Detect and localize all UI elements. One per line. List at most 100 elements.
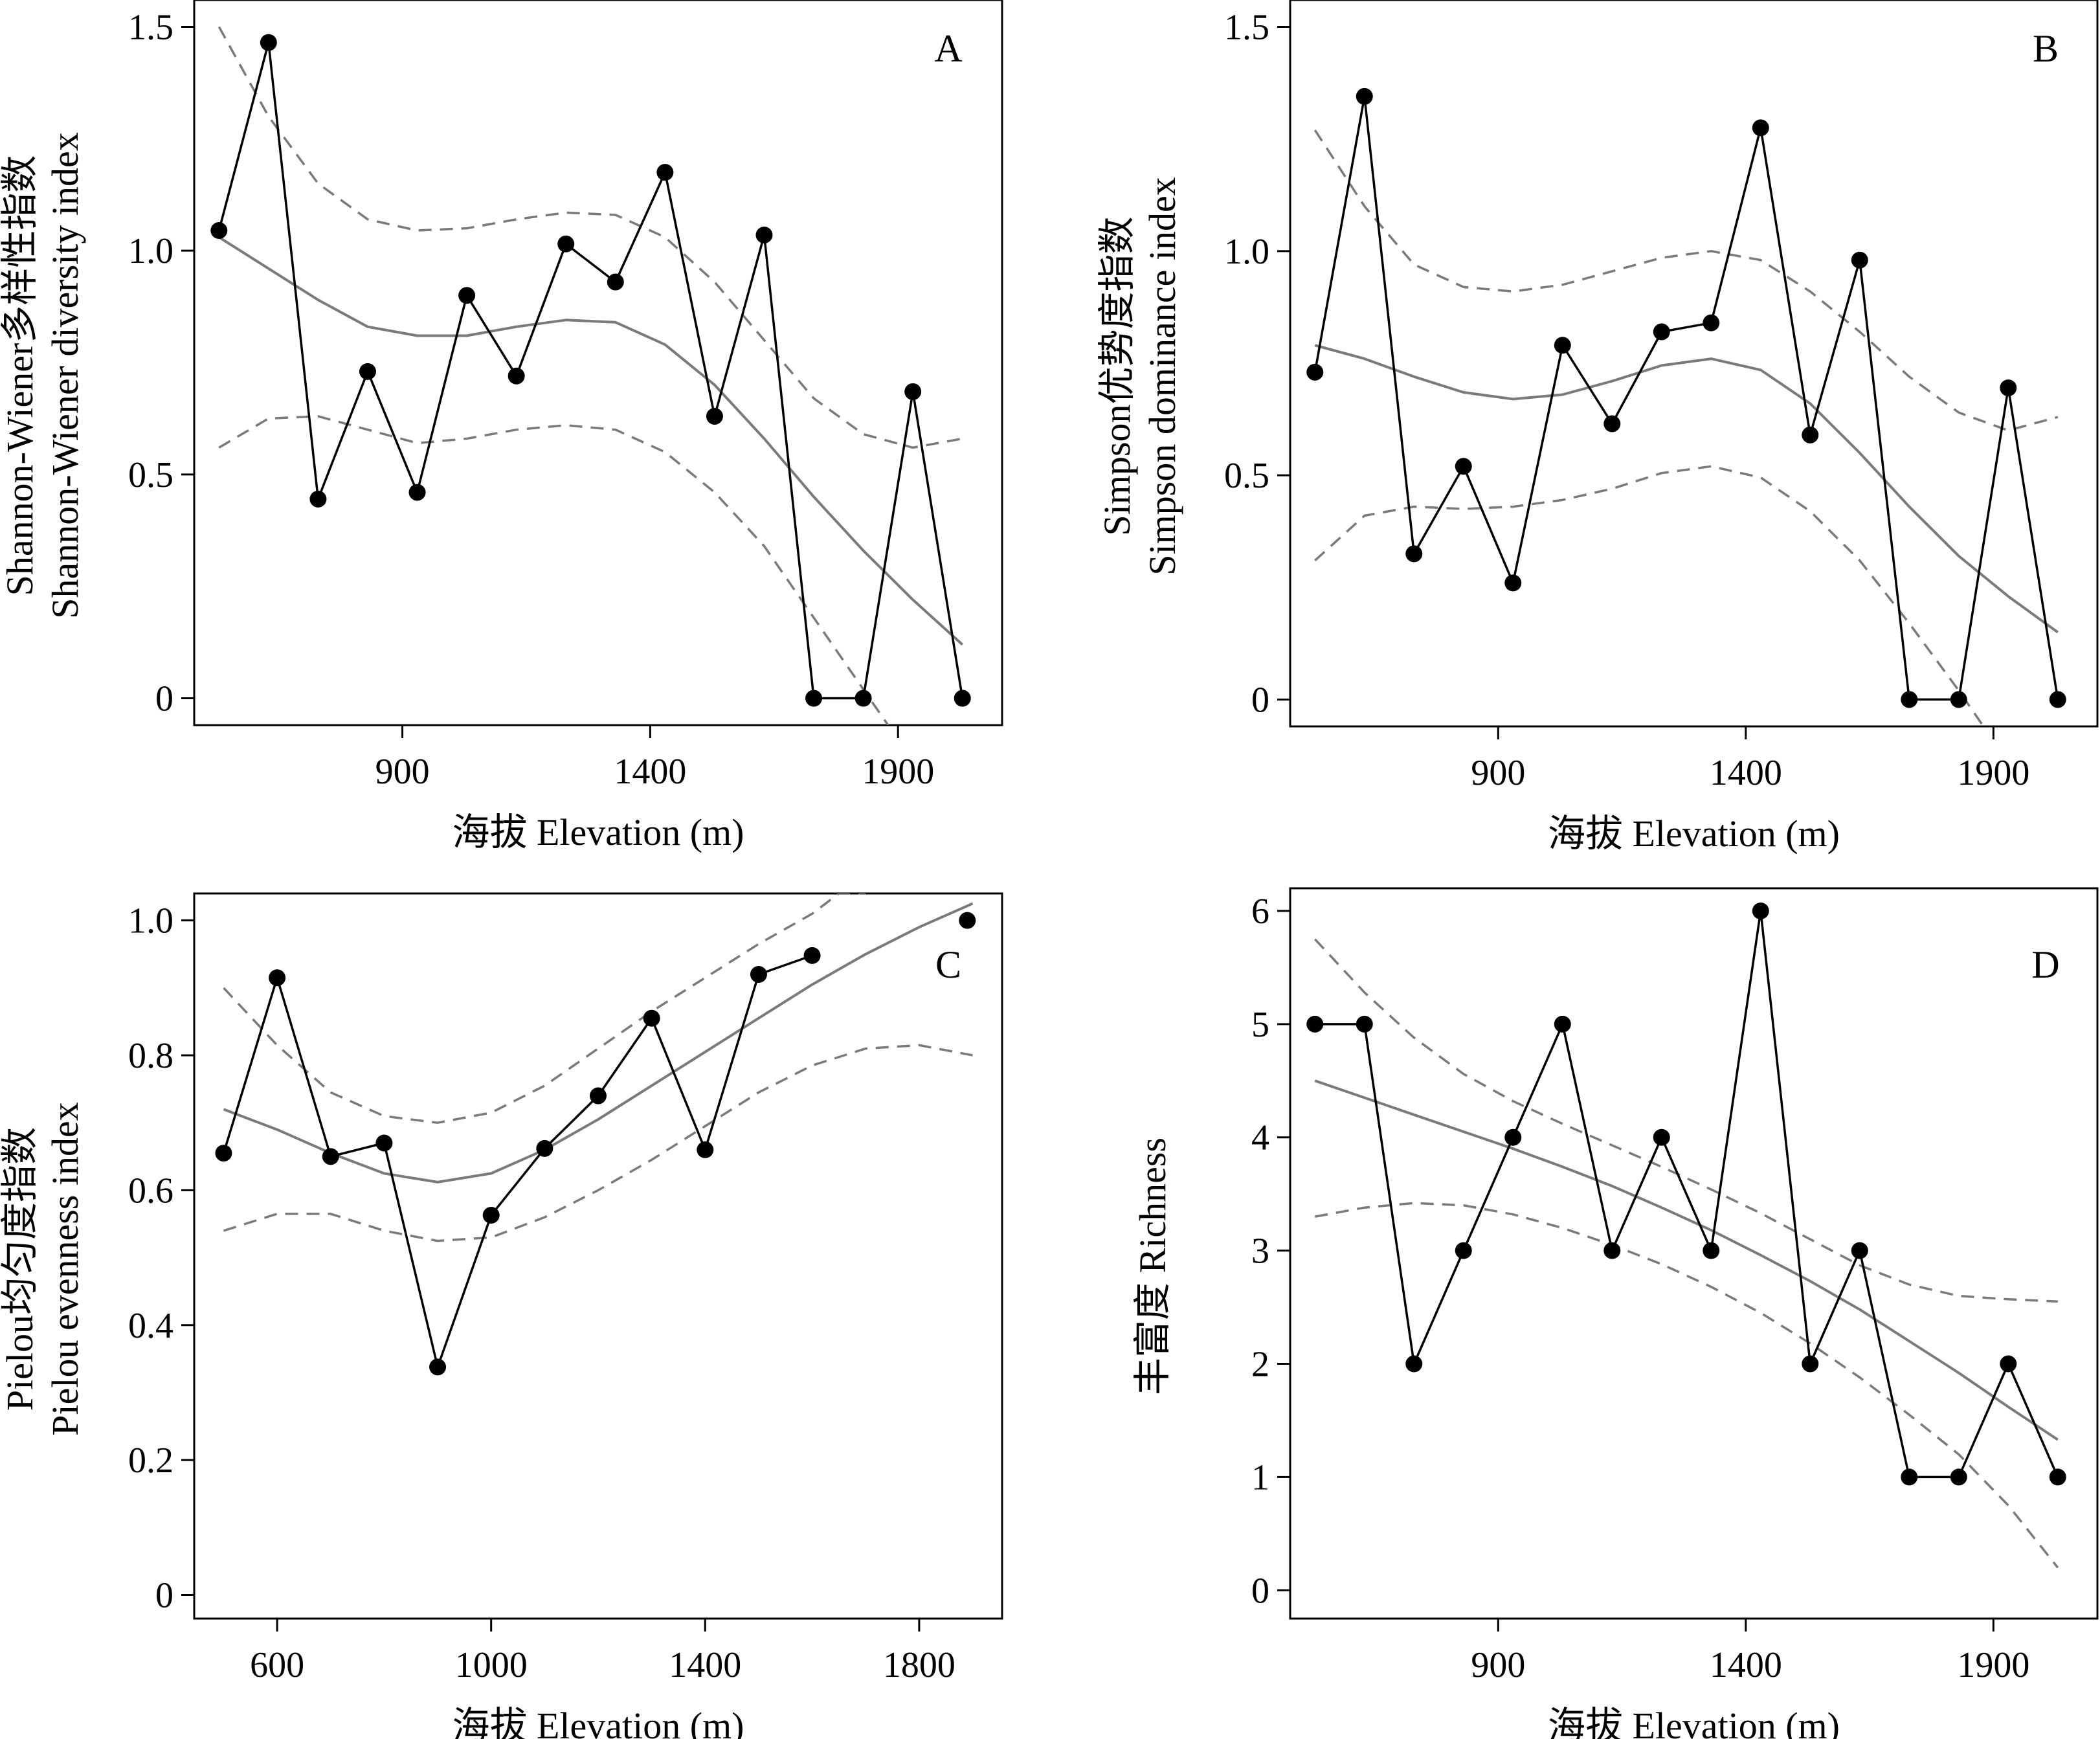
data-point [1356,87,1373,105]
data-point [322,1148,339,1165]
data-point [959,912,976,929]
data-point [607,273,624,291]
y-axis-title: 丰富度 Richness [1132,1138,1174,1395]
data-point [1356,1015,1373,1033]
y-tick-label: 0.6 [128,1171,173,1211]
data-point [805,690,823,707]
plot-area [1313,95,2059,726]
data-point [458,287,476,304]
data-point [590,1087,607,1105]
y-tick-label: 1.0 [128,231,173,271]
data-point [375,1134,393,1152]
x-tick-label: 1900 [862,752,934,792]
fitted-curve [1314,1079,2059,1441]
x-axis-title: 海拔 Elevation (m) [1548,1705,1840,1739]
plot-frame [1289,0,2099,728]
x-tick-label: 1400 [614,752,686,792]
y-tick-label: 4 [1251,1118,1269,1158]
data-point [750,966,767,983]
y-tick-label: 1.5 [1224,8,1269,48]
data-point [1554,1015,1571,1033]
y-axis-title: Simpson优势度指数 [1096,216,1138,535]
panel-a: 900 1400 1900 0 0.5 1.0 1.5 海拔 Elevation (m) Sha… [0,0,1003,853]
data-point [697,1141,714,1158]
x-tick-label: 1400 [1710,753,1782,793]
data-point [2000,1355,2017,1373]
y-tick-label: 0 [155,679,173,719]
data-point [215,1145,232,1162]
y-tick-label: 0.8 [128,1036,173,1076]
data-point [1653,1128,1670,1146]
confidence-band-ci-lower [223,1044,973,1242]
y-tick-label: 0.5 [128,455,173,495]
confidence-band-ci-upper [223,893,866,1124]
plot-area [218,26,964,725]
observed-line [1315,910,2059,1479]
data-point [803,947,821,964]
data-point [1901,1468,1918,1486]
data-point [1603,1242,1621,1259]
data-point [2000,379,2017,397]
observed-line [1313,95,2059,701]
y-axis-title: Pielou evenness index [44,1102,86,1435]
data-point [1455,458,1472,475]
data-point [643,1009,660,1027]
x-axis-title: 海拔 Elevation (m) [452,811,744,853]
panel-d: 900 1400 1900 0 1 2 3 4 5 6 海拔 Elevation (m) 丰富度 Ri… [1132,887,2099,1739]
plot-area [222,893,974,1369]
x-tick-label: 600 [250,1645,304,1685]
data-point [1554,337,1571,354]
data-point [1950,1468,1967,1486]
data-point [2049,691,2066,708]
x-tick-label: 1900 [1957,1645,2029,1685]
y-tick-label: 0 [155,1576,173,1616]
panel-label: D [2031,943,2059,986]
data-point [1752,902,1769,919]
data-point [1703,314,1720,331]
data-point [1306,1015,1324,1033]
y-axis-title: Simpson dominance index [1141,177,1183,575]
x-axis-title: 海拔 Elevation (m) [452,1705,744,1739]
x-tick-label: 900 [1471,1645,1525,1685]
y-tick-label: 5 [1251,1005,1269,1045]
confidence-band-ci-upper [1313,129,2059,432]
data-point [1851,251,1868,269]
data-point [429,1358,447,1376]
y-tick-label: 3 [1251,1231,1269,1272]
y-tick-label: 1.5 [128,7,173,47]
x-tick-label: 1400 [1710,1645,1782,1685]
y-tick-label: 6 [1251,892,1269,932]
data-point [1703,1242,1720,1259]
y-tick-label: 0.4 [128,1306,173,1346]
data-point [1653,323,1670,341]
panel-label: B [2033,27,2059,70]
observed-line [218,41,964,700]
data-point [482,1206,500,1224]
y-tick-label: 2 [1251,1345,1269,1385]
x-tick-label: 1400 [669,1645,741,1685]
y-axis-title: Shannon-Wiener多样性指数 [0,155,41,596]
panel-label: C [935,943,961,986]
plot-frame [193,892,1003,1620]
y-tick-label: 0 [1251,680,1269,720]
data-point [706,407,723,425]
panel-label: A [934,27,962,70]
data-point [2049,1468,2066,1486]
data-point [1504,574,1522,592]
data-point [656,164,674,181]
y-axis-title: Pielou均匀度指数 [0,1127,41,1411]
panel-c: 600 1000 1400 1800 0 0.2 0.4 0.6 0.8 1.0 海拔 Elevat… [0,892,1003,1739]
panel-b: 900 1400 1900 0 0.5 1.0 1.5 海拔 Elevation (m) Sim… [1096,0,2099,855]
x-tick-label: 1900 [1957,753,2029,793]
data-point [1455,1242,1472,1259]
y-tick-label: 0.5 [1224,456,1269,496]
data-point [855,690,872,707]
data-point [269,969,286,987]
confidence-band-ci-lower [1314,1202,2059,1569]
y-tick-label: 0 [1251,1571,1269,1611]
x-tick-label: 900 [375,752,430,792]
data-point [557,235,575,252]
data-point [1802,1355,1819,1373]
x-axis-title: 海拔 Elevation (m) [1548,813,1840,855]
